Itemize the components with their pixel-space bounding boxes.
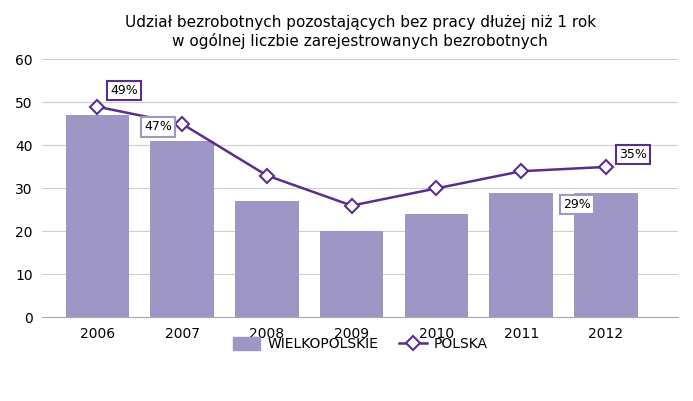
Bar: [574, 193, 638, 317]
Text: 49%: 49%: [110, 84, 138, 97]
Bar: [150, 141, 214, 317]
Bar: [66, 115, 129, 317]
Title: Udział bezrobotnych pozostających bez pracy dłużej niż 1 rok
w ogólnej liczbie z: Udział bezrobotnych pozostających bez pr…: [125, 15, 596, 49]
Text: 47%: 47%: [144, 120, 172, 134]
Bar: [489, 193, 553, 317]
Legend: WIELKOPOLSKIE, POLSKA: WIELKOPOLSKIE, POLSKA: [227, 332, 493, 357]
Bar: [405, 214, 468, 317]
Text: 29%: 29%: [563, 198, 591, 211]
Text: 35%: 35%: [619, 148, 647, 161]
Bar: [235, 201, 299, 317]
Bar: [320, 231, 383, 317]
